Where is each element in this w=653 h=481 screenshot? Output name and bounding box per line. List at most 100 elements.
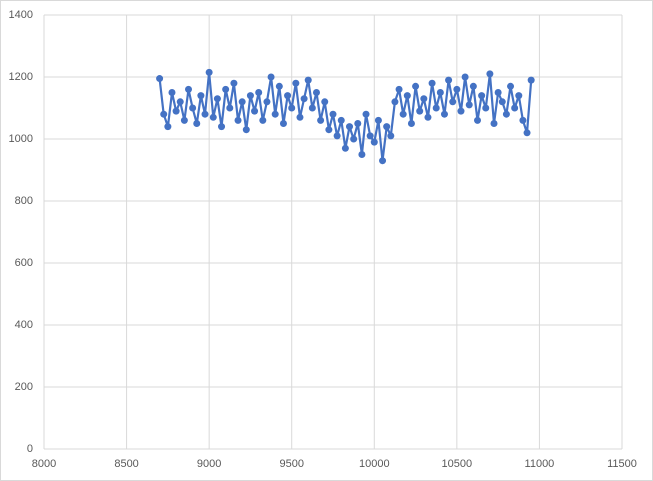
data-point <box>350 135 358 143</box>
data-point <box>391 98 399 106</box>
x-tick-label: 9500 <box>279 458 303 470</box>
data-point <box>424 113 432 121</box>
data-point <box>271 110 279 118</box>
data-point <box>246 92 254 100</box>
data-point <box>482 104 490 112</box>
data-point <box>259 116 267 124</box>
data-point <box>251 107 259 115</box>
data-point <box>185 85 192 93</box>
data-point <box>333 132 341 140</box>
data-point <box>209 113 217 121</box>
data-point <box>255 89 263 96</box>
y-tick-label: 1400 <box>9 9 33 21</box>
data-point <box>304 76 312 84</box>
data-point <box>465 101 473 109</box>
y-tick-label: 0 <box>27 443 33 455</box>
data-point <box>366 132 374 140</box>
data-point <box>263 98 271 106</box>
data-point <box>193 120 201 127</box>
data-point <box>412 82 420 90</box>
data-point <box>440 110 448 118</box>
x-tick-label: 10000 <box>359 458 390 470</box>
data-point <box>507 82 515 90</box>
data-point <box>395 85 403 93</box>
data-point <box>275 82 283 90</box>
data-point <box>490 120 498 127</box>
data-point <box>267 73 275 81</box>
y-tick-label: 400 <box>15 319 33 331</box>
data-point <box>374 116 382 124</box>
data-point <box>445 76 453 84</box>
data-point <box>172 107 180 115</box>
data-point <box>168 89 176 96</box>
data-point <box>230 79 238 87</box>
data-point <box>197 92 205 100</box>
data-point <box>296 113 304 121</box>
data-point <box>428 79 436 87</box>
data-point <box>160 110 168 118</box>
data-point <box>242 126 250 134</box>
data-point <box>362 110 370 118</box>
data-point <box>164 123 172 131</box>
data-point <box>284 92 292 100</box>
data-point <box>383 123 391 131</box>
data-point <box>379 157 387 165</box>
y-tick-label: 600 <box>15 257 33 269</box>
data-point <box>156 75 164 83</box>
data-point <box>523 129 531 137</box>
data-point <box>312 89 320 96</box>
data-point <box>201 110 209 118</box>
data-point <box>234 116 242 124</box>
data-point <box>511 104 519 112</box>
data-point <box>420 95 428 103</box>
data-point <box>469 82 477 90</box>
data-point <box>407 120 415 127</box>
data-point <box>457 107 465 115</box>
data-point <box>399 110 407 118</box>
y-tick-label: 1000 <box>9 133 33 145</box>
data-point <box>515 92 523 100</box>
y-tick-label: 1200 <box>9 71 33 83</box>
data-point <box>218 123 226 131</box>
data-point <box>180 116 188 124</box>
data-point <box>308 104 316 112</box>
data-point <box>189 104 197 112</box>
data-point <box>436 89 444 96</box>
data-point <box>474 116 481 124</box>
data-point <box>519 116 527 124</box>
data-point <box>205 68 213 76</box>
data-point <box>288 104 296 112</box>
data-point <box>325 126 333 134</box>
data-point <box>403 92 411 100</box>
data-point <box>317 116 325 124</box>
y-tick-label: 800 <box>15 195 33 207</box>
data-point <box>300 95 308 103</box>
data-point <box>502 110 510 118</box>
x-tick-label: 10500 <box>442 458 473 470</box>
data-point <box>494 89 502 96</box>
data-point <box>279 120 287 127</box>
data-point <box>337 116 345 124</box>
data-point <box>226 104 234 112</box>
x-tick-label: 11500 <box>607 458 637 470</box>
data-point <box>478 92 486 100</box>
data-point <box>358 151 366 158</box>
data-point <box>486 70 494 78</box>
data-point <box>346 123 354 131</box>
data-point <box>387 132 395 140</box>
data-point <box>370 138 378 146</box>
data-point <box>176 98 184 106</box>
x-tick-label: 9000 <box>197 458 221 470</box>
data-point <box>292 79 300 87</box>
data-point <box>527 76 535 84</box>
data-point <box>449 98 457 106</box>
data-point <box>238 98 246 106</box>
data-point <box>222 85 230 93</box>
y-tick-label: 200 <box>15 381 33 393</box>
data-point <box>416 107 424 115</box>
data-point <box>329 110 337 118</box>
data-point <box>498 98 506 106</box>
data-point <box>461 73 469 81</box>
